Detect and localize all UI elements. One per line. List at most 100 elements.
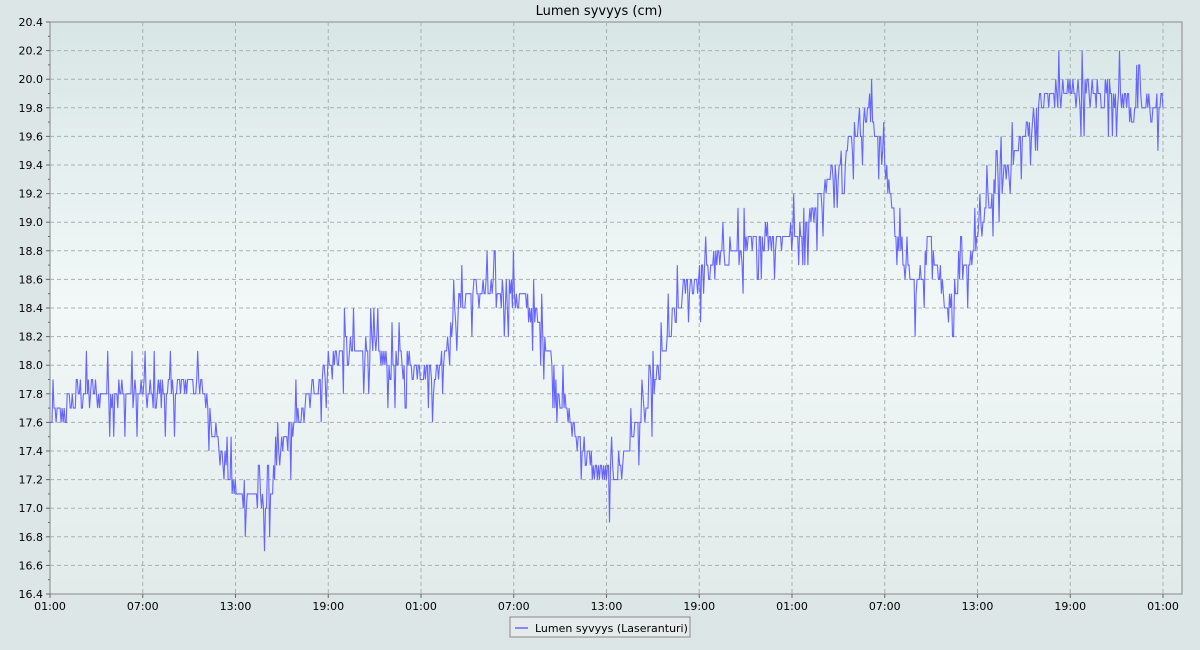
x-tick-label: 07:00 xyxy=(127,600,159,613)
legend-label: Lumen syvyys (Laseranturi) xyxy=(535,622,688,635)
data-point xyxy=(1023,136,1024,137)
data-point xyxy=(853,136,854,137)
x-tick-label: 01:00 xyxy=(1147,600,1179,613)
data-point xyxy=(467,293,468,294)
data-point xyxy=(405,365,406,366)
x-tick-label: 07:00 xyxy=(498,600,530,613)
series-group xyxy=(49,50,1164,552)
y-tick-label: 16.6 xyxy=(19,559,44,572)
series-line xyxy=(50,50,1164,552)
y-tick-label: 19.6 xyxy=(19,130,44,143)
data-point xyxy=(1039,107,1040,108)
data-point xyxy=(204,393,205,394)
x-tick-label: 19:00 xyxy=(1054,600,1086,613)
data-point xyxy=(1070,93,1071,94)
grid xyxy=(50,22,1182,594)
data-point xyxy=(374,350,375,351)
x-tick-label: 01:00 xyxy=(776,600,808,613)
data-point xyxy=(80,393,81,394)
y-tick-label: 17.2 xyxy=(19,474,44,487)
data-point xyxy=(776,236,777,237)
y-tick-label: 20.2 xyxy=(19,45,44,58)
data-point xyxy=(513,293,514,294)
y-tick-label: 19.0 xyxy=(19,216,44,229)
data-point xyxy=(621,465,622,466)
data-point xyxy=(65,408,66,409)
data-point xyxy=(96,393,97,394)
x-tick-label: 19:00 xyxy=(683,600,715,613)
data-point xyxy=(699,279,700,280)
x-tick-label: 13:00 xyxy=(962,600,994,613)
data-point xyxy=(1162,107,1163,108)
data-point xyxy=(1147,107,1148,108)
x-tick-label: 19:00 xyxy=(312,600,344,613)
y-tick-label: 19.8 xyxy=(19,102,44,115)
data-point xyxy=(822,193,823,194)
data-point xyxy=(745,250,746,251)
data-point xyxy=(312,393,313,394)
data-point xyxy=(250,493,251,494)
data-point xyxy=(961,279,962,280)
data-point xyxy=(760,236,761,237)
data-point xyxy=(1101,93,1102,94)
data-point xyxy=(529,307,530,308)
y-tick-label: 16.8 xyxy=(19,531,44,544)
x-tick-label: 13:00 xyxy=(591,600,623,613)
data-point xyxy=(266,508,267,509)
legend[interactable]: Lumen syvyys (Laseranturi) xyxy=(509,616,691,638)
data-point xyxy=(1008,164,1009,165)
data-point xyxy=(544,336,545,337)
data-point xyxy=(1085,93,1086,94)
data-point xyxy=(343,350,344,351)
data-point xyxy=(560,393,561,394)
data-point xyxy=(436,379,437,380)
data-point xyxy=(884,164,885,165)
data-point xyxy=(977,236,978,237)
data-point xyxy=(111,393,112,394)
x-tick-label: 13:00 xyxy=(220,600,252,613)
data-point xyxy=(482,293,483,294)
x-tick-label: 01:00 xyxy=(405,600,437,613)
x-tick-label: 07:00 xyxy=(869,600,901,613)
y-tick-label: 17.4 xyxy=(19,445,44,458)
data-point xyxy=(1131,107,1132,108)
data-point xyxy=(297,422,298,423)
data-point xyxy=(714,265,715,266)
y-tick-label: 17.8 xyxy=(19,388,44,401)
data-point xyxy=(189,379,190,380)
data-point xyxy=(869,107,870,108)
data-point xyxy=(683,293,684,294)
data-point xyxy=(946,307,947,308)
data-point xyxy=(173,393,174,394)
y-tick-label: 17.6 xyxy=(19,416,44,429)
data-point xyxy=(498,293,499,294)
y-tick-label: 20.4 xyxy=(19,16,44,29)
x-axis: 01:00 07:00 13:00 19:00 01:00 07:00 13:00 19:00… xyxy=(34,594,1179,613)
data-point xyxy=(127,393,128,394)
data-point xyxy=(668,336,669,337)
data-point xyxy=(235,493,236,494)
data-point xyxy=(1054,93,1055,94)
data-point xyxy=(451,322,452,323)
plot-area xyxy=(49,21,1183,595)
y-tick-label: 18.0 xyxy=(19,359,44,372)
y-axis: 16.4 16.6 16.8 17.0 17.2 17.4 17.6 17.8 18.0 18.2… xyxy=(19,16,50,601)
data-point xyxy=(992,193,993,194)
data-point xyxy=(219,450,220,451)
data-point xyxy=(807,222,808,223)
y-tick-label: 19.4 xyxy=(19,159,44,172)
data-point xyxy=(49,422,50,423)
data-point xyxy=(838,164,839,165)
data-point xyxy=(791,236,792,237)
y-tick-label: 16.4 xyxy=(19,588,44,601)
data-point xyxy=(158,393,159,394)
y-tick-label: 17.0 xyxy=(19,502,44,515)
data-point xyxy=(281,450,282,451)
data-point xyxy=(575,436,576,437)
y-tick-label: 18.2 xyxy=(19,331,44,344)
data-point xyxy=(637,422,638,423)
data-point xyxy=(652,393,653,394)
data-point xyxy=(900,250,901,251)
chart-title: Lumen syvyys (cm) xyxy=(536,4,663,19)
